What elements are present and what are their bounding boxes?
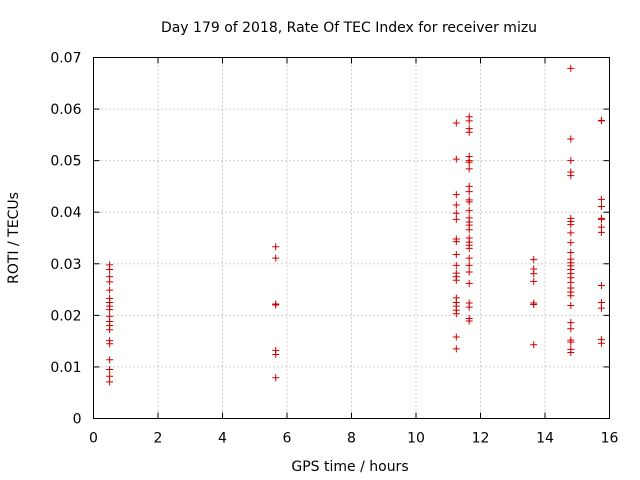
x-tick-label: 8	[347, 431, 356, 447]
data-point	[597, 117, 605, 125]
y-tick-label: 0.07	[50, 51, 81, 67]
data-point	[597, 281, 605, 289]
y-tick-label: 0.02	[50, 308, 81, 324]
data-point	[465, 165, 473, 173]
data-point	[465, 117, 473, 125]
data-point	[465, 279, 473, 287]
data-point	[567, 229, 575, 237]
data-point	[106, 366, 114, 374]
data-point	[272, 301, 280, 309]
data-point	[465, 303, 473, 311]
data-point	[452, 155, 460, 163]
data-point	[530, 277, 538, 285]
data-point	[597, 339, 605, 347]
x-axis: 0 2 4 6 8 10 12 14 16	[89, 57, 619, 447]
grid	[93, 57, 610, 419]
data-point	[567, 348, 575, 356]
data-point	[452, 201, 460, 209]
data-point	[567, 248, 575, 256]
data-point	[106, 265, 114, 273]
x-axis-title: GPS time / hours	[291, 459, 408, 475]
data-point	[567, 64, 575, 72]
data-point	[597, 304, 605, 312]
data-point	[465, 261, 473, 269]
data-point	[567, 157, 575, 165]
data-point	[106, 306, 114, 314]
data-point	[452, 215, 460, 223]
data-point	[567, 292, 575, 300]
data-point	[452, 119, 460, 127]
y-tick-label: 0.03	[50, 257, 81, 273]
data-point	[452, 276, 460, 284]
data-point	[452, 333, 460, 341]
x-tick-label: 4	[218, 431, 227, 447]
data-point	[272, 254, 280, 262]
data-point	[465, 188, 473, 196]
data-point	[106, 340, 114, 348]
x-tick-label: 16	[601, 431, 619, 447]
data-point	[465, 207, 473, 215]
data-point	[597, 228, 605, 236]
data-point	[272, 374, 280, 382]
x-tick-label: 6	[283, 431, 292, 447]
x-tick-label: 14	[536, 431, 554, 447]
x-tick-label: 0	[89, 431, 98, 447]
data-point	[567, 172, 575, 180]
data-point	[567, 302, 575, 310]
data-point	[465, 226, 473, 234]
data-point	[530, 270, 538, 278]
y-tick-label: 0	[73, 412, 82, 428]
data-point	[465, 198, 473, 206]
data-point	[452, 191, 460, 199]
data-point	[530, 341, 538, 349]
y-axis: 0 0.01 0.02 0.03 0.04 0.05 0.06 0.07	[50, 51, 610, 428]
chart-title: Day 179 of 2018, Rate Of TEC Index for r…	[161, 20, 537, 36]
data-point	[465, 268, 473, 276]
data-point	[597, 203, 605, 211]
data-point	[452, 238, 460, 246]
data-point	[567, 338, 575, 346]
data-point	[452, 261, 460, 269]
data-point	[452, 251, 460, 259]
data-point	[452, 345, 460, 353]
y-tick-label: 0.06	[50, 102, 81, 118]
data-point	[452, 310, 460, 318]
data-point	[106, 278, 114, 286]
x-tick-label: 2	[154, 431, 163, 447]
y-tick-label: 0.05	[50, 154, 81, 170]
data-point	[106, 378, 114, 386]
data-point	[452, 209, 460, 217]
data-point	[530, 301, 538, 309]
data-point	[530, 256, 538, 264]
data-point	[567, 319, 575, 327]
data-point	[465, 128, 473, 136]
data-point	[106, 286, 114, 294]
x-tick-label: 10	[407, 431, 425, 447]
data-point	[567, 325, 575, 333]
y-tick-label: 0.01	[50, 360, 81, 376]
data-point	[567, 135, 575, 143]
data-point	[272, 351, 280, 359]
x-tick-label: 12	[472, 431, 490, 447]
data-point	[465, 244, 473, 252]
data-points	[106, 64, 605, 386]
y-axis-title: ROTI / TECUs	[6, 192, 22, 284]
data-point	[272, 243, 280, 251]
data-point	[106, 326, 114, 334]
data-point	[106, 356, 114, 364]
y-tick-label: 0.04	[50, 205, 81, 221]
data-point	[465, 317, 473, 325]
data-point	[567, 221, 575, 229]
data-point	[567, 239, 575, 247]
data-point	[597, 195, 605, 203]
data-point	[597, 215, 605, 223]
data-point	[465, 158, 473, 166]
data-point	[465, 254, 473, 262]
